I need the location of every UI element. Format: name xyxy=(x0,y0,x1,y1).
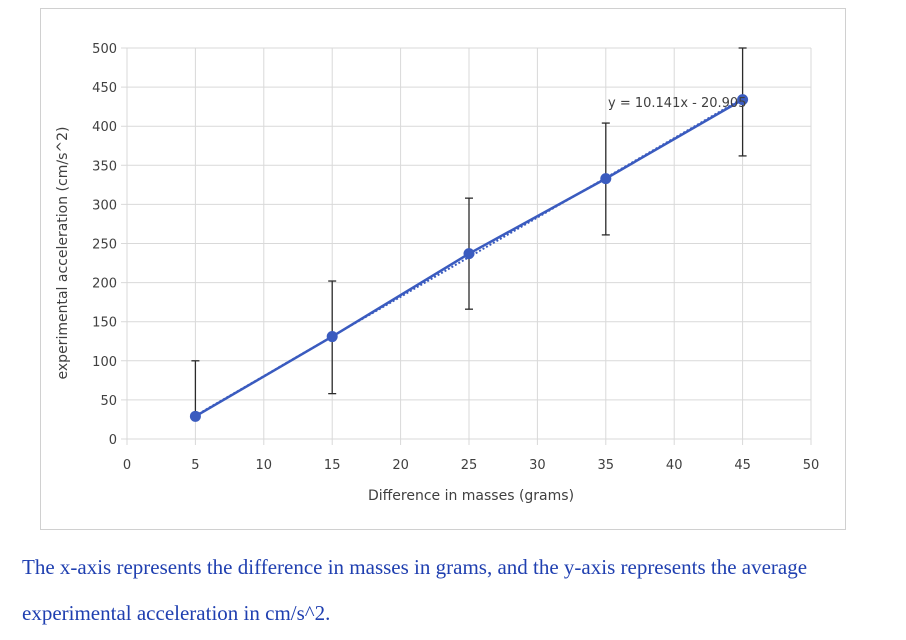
data-points xyxy=(189,94,749,422)
x-tick-label: 0 xyxy=(123,458,131,473)
x-tick-label: 35 xyxy=(598,458,615,473)
trendline-equation: y = 10.141x - 20.905 xyxy=(608,96,746,111)
y-tick-label: 200 xyxy=(92,277,117,292)
data-point xyxy=(463,248,475,260)
data-point xyxy=(600,173,612,185)
grid-lines xyxy=(121,47,812,445)
y-tick-label: 500 xyxy=(92,42,117,57)
y-tick-label: 450 xyxy=(92,81,117,96)
data-point xyxy=(189,410,201,422)
y-tick-label: 400 xyxy=(92,120,117,135)
y-axis-title: experimental acceleration (cm/s^2) xyxy=(55,127,71,380)
x-tick-label: 5 xyxy=(191,458,199,473)
x-tick-label: 50 xyxy=(803,458,820,473)
chart-frame: 0 50 100 150 200 250 300 350 400 450 500 0 5 10 15 20 25… xyxy=(40,8,846,530)
y-tick-label: 0 xyxy=(109,433,117,448)
x-tick-label: 20 xyxy=(392,458,409,473)
x-tick-label: 10 xyxy=(256,458,273,473)
x-axis-title: Difference in masses (grams) xyxy=(368,488,574,504)
data-point xyxy=(326,331,338,343)
x-tick-label: 45 xyxy=(734,458,751,473)
y-tick-label: 50 xyxy=(100,394,117,409)
y-tick-label: 300 xyxy=(92,198,117,213)
x-tick-label: 40 xyxy=(666,458,683,473)
x-tick-label: 15 xyxy=(324,458,341,473)
y-tick-label: 350 xyxy=(92,159,117,174)
figure-caption: The x-axis represents the difference in … xyxy=(22,555,808,625)
y-tick-label: 100 xyxy=(92,355,117,370)
y-tick-label: 250 xyxy=(92,238,117,253)
tick-labels: 0 50 100 150 200 250 300 350 400 450 500 0 5 10 15 20 25… xyxy=(92,42,819,473)
y-tick-label: 150 xyxy=(92,316,117,331)
data-point xyxy=(737,94,749,106)
scatter-chart: 0 50 100 150 200 250 300 350 400 450 500 0 5 10 15 20 25… xyxy=(55,42,819,504)
x-tick-label: 30 xyxy=(529,458,546,473)
x-tick-label: 25 xyxy=(461,458,478,473)
